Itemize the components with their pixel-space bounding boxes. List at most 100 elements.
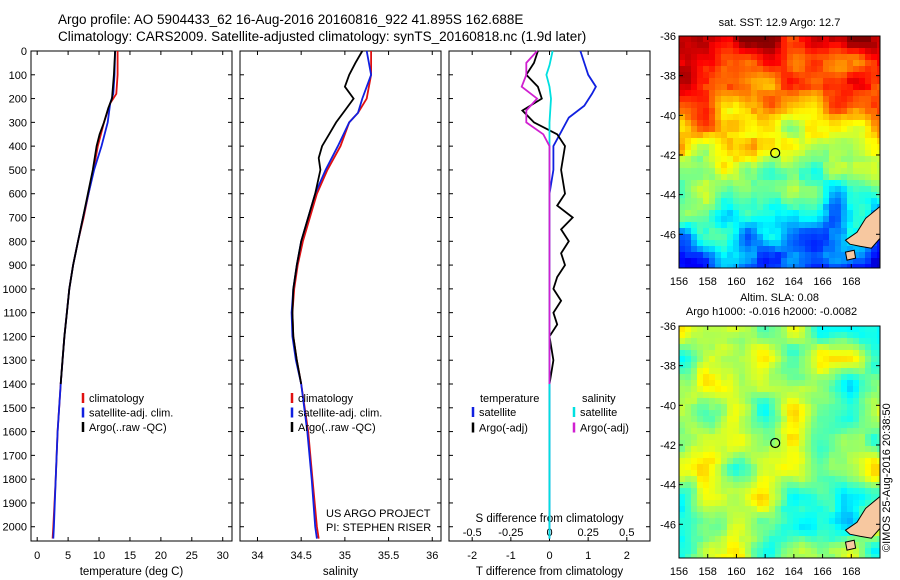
- map-cell: [739, 524, 745, 530]
- map-cell: [715, 350, 721, 356]
- map-cell: [811, 228, 817, 234]
- map-cell: [853, 512, 859, 518]
- map-cell: [793, 512, 799, 518]
- map-cell: [865, 416, 871, 422]
- map-cell: [829, 356, 835, 362]
- map-cell: [787, 548, 793, 554]
- y-tick-label: 2000: [3, 522, 27, 534]
- map-cell: [841, 326, 847, 332]
- map-cell: [823, 216, 829, 222]
- map-cell: [769, 234, 775, 240]
- map-cell: [829, 500, 835, 506]
- map-cell: [745, 216, 751, 222]
- map-cell: [739, 186, 745, 192]
- map-cell: [859, 476, 865, 482]
- map-cell: [685, 96, 691, 102]
- map-cell: [805, 332, 811, 338]
- map-cell: [679, 102, 685, 108]
- map-cell: [727, 180, 733, 186]
- map-cell: [859, 258, 865, 264]
- map-cell: [739, 398, 745, 404]
- map-cell: [745, 120, 751, 126]
- map-cell: [709, 96, 715, 102]
- map-cell: [871, 72, 877, 78]
- map-cell: [703, 36, 709, 42]
- map-cell: [835, 60, 841, 66]
- map-cell: [769, 518, 775, 524]
- map-cell: [685, 464, 691, 470]
- map-cell: [751, 264, 757, 268]
- map-cell: [745, 434, 751, 440]
- x-tick-label: -2: [467, 550, 477, 562]
- map-cell: [775, 132, 781, 138]
- map-cell: [793, 524, 799, 530]
- map-cell: [697, 362, 703, 368]
- map-cell: [703, 156, 709, 162]
- map-cell: [865, 114, 871, 120]
- map-cell: [787, 398, 793, 404]
- map-cell: [679, 434, 685, 440]
- map-cell: [865, 434, 871, 440]
- map-cell: [781, 234, 787, 240]
- map-cell: [811, 222, 817, 228]
- map-cell: [781, 452, 787, 458]
- map-cell: [871, 548, 877, 554]
- map-cell: [811, 90, 817, 96]
- map-cell: [835, 458, 841, 464]
- map-cell: [745, 90, 751, 96]
- map-cell: [841, 174, 847, 180]
- map-cell: [817, 440, 823, 446]
- map-cell: [709, 252, 715, 258]
- map-cell: [871, 332, 877, 338]
- map-cell: [685, 66, 691, 72]
- map-cell: [697, 356, 703, 362]
- map-cell: [775, 368, 781, 374]
- map-cell: [793, 84, 799, 90]
- map-cell: [751, 374, 757, 380]
- map-cell: [709, 512, 715, 518]
- map-cell: [733, 542, 739, 548]
- map-cell: [829, 264, 835, 268]
- map-cell: [847, 464, 853, 470]
- map-cell: [835, 494, 841, 500]
- map-cell: [715, 108, 721, 114]
- map-cell: [727, 524, 733, 530]
- map-cell: [745, 554, 751, 558]
- map-cell: [715, 446, 721, 452]
- map-cell: [739, 72, 745, 78]
- map-cell: [775, 506, 781, 512]
- map-cell: [877, 464, 880, 470]
- map-cell: [703, 422, 709, 428]
- map-cell: [793, 362, 799, 368]
- map-cell: [793, 386, 799, 392]
- map-cell: [817, 174, 823, 180]
- map-cell: [823, 180, 829, 186]
- map-cell: [787, 326, 793, 332]
- map-cell: [733, 192, 739, 198]
- map-cell: [805, 554, 811, 558]
- map-cell: [835, 392, 841, 398]
- map-cell: [691, 524, 697, 530]
- map-cell: [721, 228, 727, 234]
- map-cell: [763, 258, 769, 264]
- map-cell: [841, 90, 847, 96]
- map-cell: [805, 150, 811, 156]
- map-cell: [685, 356, 691, 362]
- map-cell: [751, 120, 757, 126]
- map-cell: [793, 446, 799, 452]
- map-cell: [769, 114, 775, 120]
- map-cell: [745, 458, 751, 464]
- map-cell: [703, 84, 709, 90]
- map-cell: [733, 252, 739, 258]
- map-cell: [877, 180, 880, 186]
- map-cell: [733, 156, 739, 162]
- map-cell: [763, 356, 769, 362]
- map-cell: [691, 48, 697, 54]
- map-cell: [721, 452, 727, 458]
- map-cell: [757, 126, 763, 132]
- x-tick-label: 30: [217, 550, 229, 562]
- map-cell: [853, 150, 859, 156]
- map-cell: [733, 150, 739, 156]
- map-cell: [769, 72, 775, 78]
- y-tick-label: 100: [9, 70, 27, 82]
